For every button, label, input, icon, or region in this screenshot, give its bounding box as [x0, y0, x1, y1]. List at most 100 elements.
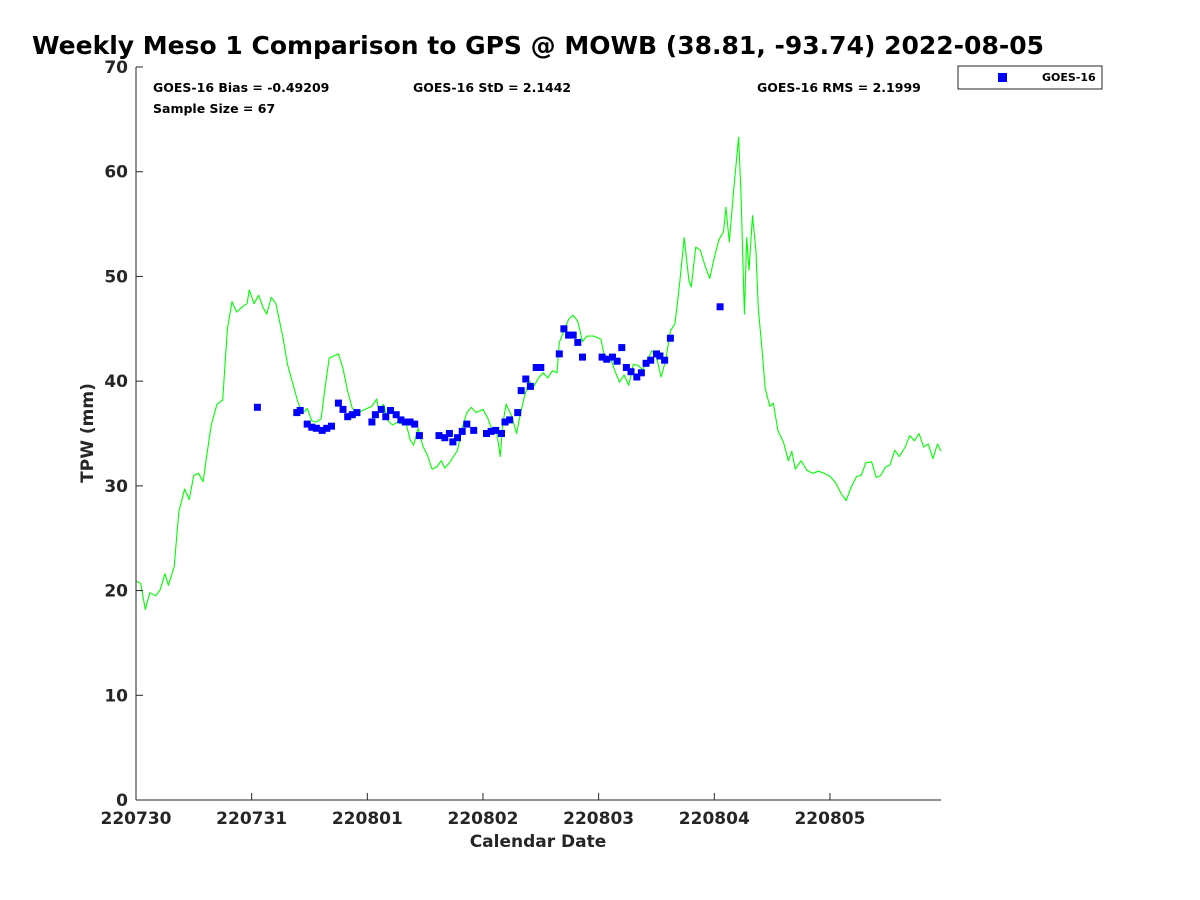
gps-series-line — [135, 136, 942, 610]
sample-size-stat: Sample Size = 67 — [153, 101, 275, 116]
goes16-data-point — [253, 403, 261, 411]
x-tick-label: 220730 — [101, 809, 172, 829]
goes16-data-point — [397, 416, 405, 424]
bias-stat: GOES-16 Bias = -0.49209 — [153, 80, 329, 95]
goes16-data-point — [609, 353, 616, 361]
goes16-data-point — [487, 427, 495, 435]
goes16-data-point — [344, 413, 352, 421]
goes16-data-point — [492, 426, 500, 434]
goes16-data-point — [406, 418, 414, 426]
goes16-data-point — [483, 430, 490, 437]
goes16-data-point — [449, 438, 457, 446]
y-tick-label: 30 — [104, 477, 128, 497]
y-tick-label: 40 — [104, 372, 128, 392]
goes16-data-point — [411, 420, 419, 428]
goes16-data-point — [618, 344, 626, 352]
x-tick-label: 220803 — [563, 809, 634, 829]
goes16-data-point — [598, 353, 606, 361]
goes16-data-point — [308, 423, 316, 431]
goes16-data-point — [526, 382, 534, 390]
goes16-data-point — [435, 432, 443, 440]
y-tick-label: 50 — [104, 267, 128, 287]
goes16-data-point — [458, 427, 466, 435]
goes16-data-point — [303, 420, 311, 428]
goes16-data-point — [348, 411, 356, 419]
goes16-data-point — [661, 356, 669, 364]
goes16-data-point — [555, 350, 563, 358]
goes16-data-point — [392, 411, 400, 419]
goes16-data-point — [463, 420, 471, 428]
goes16-data-point — [574, 338, 582, 346]
goes16-data-point — [328, 422, 335, 430]
goes16-data-point — [560, 325, 568, 333]
goes16-data-point — [656, 352, 664, 360]
y-tick-label: 10 — [104, 686, 128, 706]
goes16-data-point — [532, 364, 540, 371]
goes16-data-point — [415, 432, 423, 440]
y-ticks: 0 10 20 30 40 50 60 70 — [104, 58, 143, 811]
goes16-data-point — [637, 369, 645, 377]
goes16-data-point — [579, 353, 586, 361]
goes16-data-point — [622, 364, 630, 371]
goes16-data-point — [382, 413, 390, 421]
goes16-data-point — [716, 303, 724, 311]
goes16-data-point — [613, 357, 621, 365]
goes16-data-point — [647, 356, 655, 364]
goes16-data-point — [517, 387, 525, 395]
x-tick-label: 220801 — [332, 809, 403, 829]
legend-label-goes16: GOES-16 — [1042, 71, 1096, 84]
goes16-data-point — [522, 375, 530, 383]
goes16-data-point — [353, 409, 361, 417]
goes16-data-point — [603, 355, 611, 363]
y-tick-label: 60 — [104, 163, 128, 183]
goes16-data-point — [537, 364, 545, 371]
goes16-data-point — [514, 409, 522, 417]
goes16-data-point — [569, 331, 577, 339]
x-ticks: 220730 220731 220801 220802 220803 220804 2208… — [101, 793, 865, 829]
gps-line-layer — [135, 136, 942, 610]
y-tick-label: 20 — [104, 582, 128, 602]
goes16-data-point — [312, 424, 320, 432]
legend-marker-goes16 — [998, 73, 1007, 82]
goes16-data-point — [318, 426, 326, 434]
y-tick-label: 0 — [116, 791, 128, 811]
stats-annotations: GOES-16 Bias = -0.49209 GOES-16 StD = 2.… — [153, 80, 921, 116]
goes16-data-point — [642, 359, 650, 367]
goes16-data-point — [506, 416, 514, 424]
goes16-marker-layer — [253, 303, 724, 446]
goes16-data-point — [371, 411, 379, 419]
goes16-data-point — [501, 418, 509, 426]
chart-title: Weekly Meso 1 Comparison to GPS @ MOWB (… — [32, 31, 1044, 60]
goes16-data-point — [633, 373, 641, 381]
x-tick-label: 220731 — [216, 809, 287, 829]
goes16-data-point — [339, 405, 347, 413]
y-tick-label: 70 — [104, 58, 128, 78]
goes16-data-point — [323, 424, 331, 432]
y-axis-label: TPW (mm) — [78, 383, 98, 483]
goes16-data-point — [441, 434, 449, 442]
goes16-data-point — [377, 405, 385, 413]
x-tick-label: 220802 — [447, 809, 518, 829]
rms-stat: GOES-16 RMS = 2.1999 — [757, 80, 921, 95]
legend: GOES-16 — [957, 65, 1103, 90]
goes16-data-point — [387, 407, 394, 414]
legend-box — [957, 65, 1103, 90]
goes16-data-point — [334, 399, 342, 407]
goes16-data-point — [402, 418, 409, 426]
x-tick-label: 220805 — [794, 809, 865, 829]
x-tick-label: 220804 — [679, 809, 750, 829]
goes16-data-point — [470, 426, 478, 434]
x-axis-label: Calendar Date — [470, 832, 607, 852]
goes16-data-point — [666, 334, 674, 342]
plot-area: 220730 220731 220801 220802 220803 220804 2208… — [101, 58, 942, 829]
goes16-data-point — [296, 407, 304, 414]
std-stat: GOES-16 StD = 2.1442 — [413, 80, 571, 95]
goes16-data-point — [368, 418, 376, 426]
plot-background — [136, 67, 941, 800]
goes16-data-point — [454, 434, 461, 442]
goes16-data-point — [498, 430, 505, 437]
goes16-data-point — [565, 331, 573, 339]
goes16-data-point — [627, 368, 635, 376]
goes16-data-point — [445, 430, 453, 437]
